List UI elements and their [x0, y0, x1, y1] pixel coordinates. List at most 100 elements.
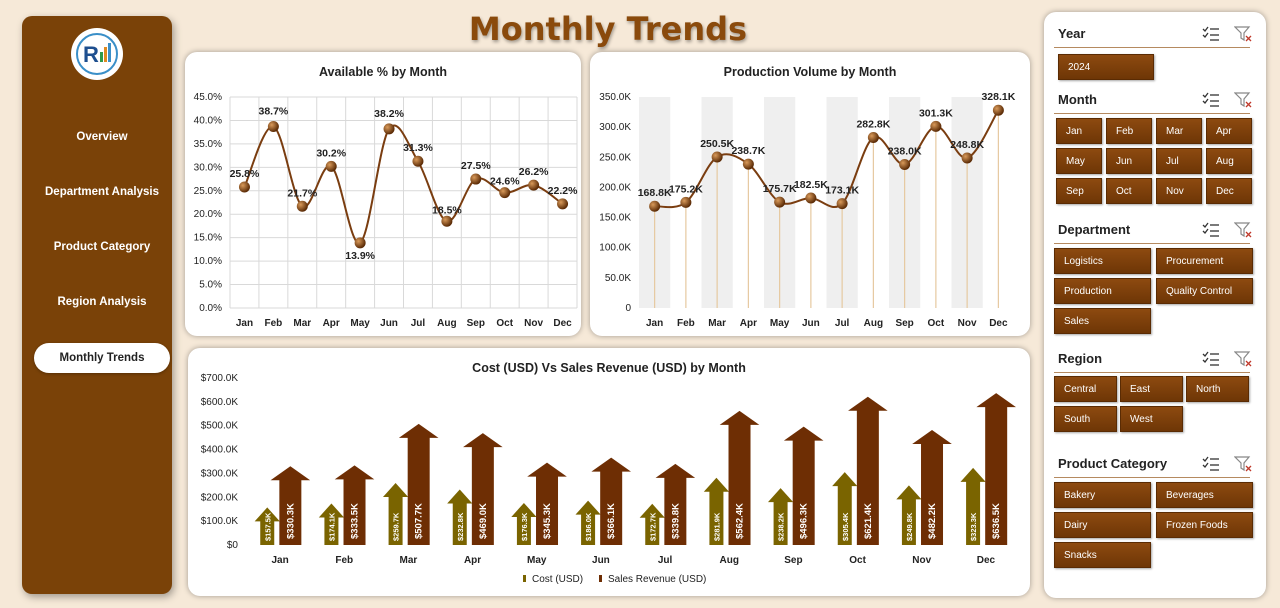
available-chart: 0.0% 5.0% 10.0% 15.0% 20.0% 25.0% 30.0% 35.0% 40… [194, 92, 578, 329]
data-label: $249.8K [905, 512, 914, 541]
x-tick-label: Apr [464, 555, 481, 566]
department-option[interactable]: Quality Control [1156, 278, 1253, 304]
data-label: 18.5% [432, 204, 462, 216]
cost-bar [318, 503, 345, 545]
month-option[interactable]: Dec [1206, 178, 1252, 204]
region-option[interactable]: Central [1054, 376, 1117, 402]
multi-select-icon[interactable] [1202, 92, 1220, 113]
month-option[interactable]: Feb [1106, 118, 1152, 144]
y-tick-label: $0 [227, 540, 239, 551]
month-option[interactable]: May [1056, 148, 1102, 174]
department-option[interactable]: Sales [1054, 308, 1151, 334]
data-point [992, 104, 1004, 116]
month-slicer-title: Month [1058, 92, 1097, 107]
month-option[interactable]: Jul [1156, 148, 1202, 174]
data-point [805, 192, 817, 204]
region-option[interactable]: East [1120, 376, 1183, 402]
x-tick-label: Jan [271, 555, 288, 566]
product-category-slicer-tools [1202, 456, 1252, 477]
month-option[interactable]: Oct [1106, 178, 1152, 204]
x-tick-label: Jul [658, 555, 673, 566]
month-option[interactable]: Jun [1106, 148, 1152, 174]
department-option[interactable]: Procurement [1156, 248, 1253, 274]
clear-filter-icon[interactable] [1233, 351, 1252, 372]
data-label: $323.3K [969, 512, 978, 541]
data-point [649, 200, 661, 212]
clear-filter-icon[interactable] [1233, 456, 1252, 477]
data-label: 24.6% [490, 176, 520, 188]
data-point [441, 215, 453, 227]
data-point [267, 121, 279, 133]
multi-select-icon[interactable] [1202, 456, 1220, 477]
x-tick-label: Aug [437, 318, 456, 329]
production-chart: 0 50.0K 100.0K 150.0K 200.0K 250.0K 300.0K 350.… [599, 91, 1015, 329]
nav-department-analysis[interactable]: Department Analysis [34, 177, 170, 207]
y-tick-label: 45.0% [194, 92, 222, 103]
data-label: 175.2K [669, 183, 703, 195]
legend-swatch [523, 575, 526, 582]
x-tick-label: Dec [977, 555, 996, 566]
nav-region-analysis[interactable]: Region Analysis [34, 287, 170, 317]
product-category-option[interactable]: Dairy [1054, 512, 1151, 538]
month-option[interactable]: Apr [1206, 118, 1252, 144]
clear-filter-icon[interactable] [1233, 26, 1252, 47]
multi-select-icon[interactable] [1202, 222, 1220, 243]
data-label: 25.8% [230, 168, 260, 180]
data-label: $176.3K [520, 512, 529, 541]
x-tick-label: Jun [592, 555, 610, 566]
cost-bar [447, 489, 473, 545]
nav-overview[interactable]: Overview [34, 122, 170, 152]
x-tick-label: Mar [708, 318, 726, 329]
nav-monthly-trends[interactable]: Monthly Trends [34, 343, 170, 373]
data-label: 175.7K [763, 183, 797, 195]
product-category-option[interactable]: Beverages [1156, 482, 1253, 508]
product-category-option[interactable]: Snacks [1054, 542, 1151, 568]
y-tick-label: $400.0K [201, 445, 239, 456]
x-tick-label: Apr [740, 318, 757, 329]
department-slicer-tools [1202, 222, 1252, 243]
month-option[interactable]: Sep [1056, 178, 1102, 204]
cost-revenue-chart: $0 $100.0K $200.0K $300.0K $400.0K $500.0K $60… [201, 373, 1016, 585]
svg-text:R: R [83, 42, 99, 67]
y-tick-label: 5.0% [199, 280, 222, 291]
product-category-option[interactable]: Bakery [1054, 482, 1151, 508]
month-option[interactable]: Nov [1156, 178, 1202, 204]
region-option[interactable]: North [1186, 376, 1249, 402]
month-option[interactable]: Mar [1156, 118, 1202, 144]
multi-select-icon[interactable] [1202, 351, 1220, 372]
x-tick-label: Feb [677, 318, 695, 329]
revenue-bar [912, 429, 952, 545]
x-tick-label: May [350, 318, 370, 329]
y-tick-label: $500.0K [201, 421, 239, 432]
data-label: $305.4K [841, 512, 850, 541]
data-label: $157.5K [263, 512, 272, 541]
multi-select-icon[interactable] [1202, 26, 1220, 47]
x-tick-label: May [527, 555, 547, 566]
data-point [412, 155, 424, 167]
data-point [499, 187, 511, 199]
month-option[interactable]: Jan [1056, 118, 1102, 144]
data-label: 27.5% [461, 160, 491, 172]
nav-monthly-trends-label: Monthly Trends [59, 352, 145, 364]
region-option[interactable]: West [1120, 406, 1183, 432]
region-option[interactable]: South [1054, 406, 1117, 432]
x-tick-label: May [770, 318, 790, 329]
clear-filter-icon[interactable] [1233, 92, 1252, 113]
month-option[interactable]: Aug [1206, 148, 1252, 174]
cost-bar [575, 500, 601, 545]
x-tick-label: Nov [524, 318, 543, 329]
x-tick-label: Feb [264, 318, 282, 329]
data-point [899, 159, 911, 171]
x-tick-label: Oct [496, 318, 513, 329]
x-tick-label: Jul [411, 318, 426, 329]
department-option[interactable]: Production [1054, 278, 1151, 304]
revenue-bar [527, 462, 567, 545]
data-point [774, 196, 786, 208]
y-tick-label: $600.0K [201, 397, 239, 408]
year-option[interactable]: 2024 [1058, 54, 1154, 80]
department-option[interactable]: Logistics [1054, 248, 1151, 274]
product-category-option[interactable]: Frozen Foods [1156, 512, 1253, 538]
x-tick-label: Sep [467, 318, 485, 329]
clear-filter-icon[interactable] [1233, 222, 1252, 243]
nav-product-category[interactable]: Product Category [34, 232, 170, 262]
